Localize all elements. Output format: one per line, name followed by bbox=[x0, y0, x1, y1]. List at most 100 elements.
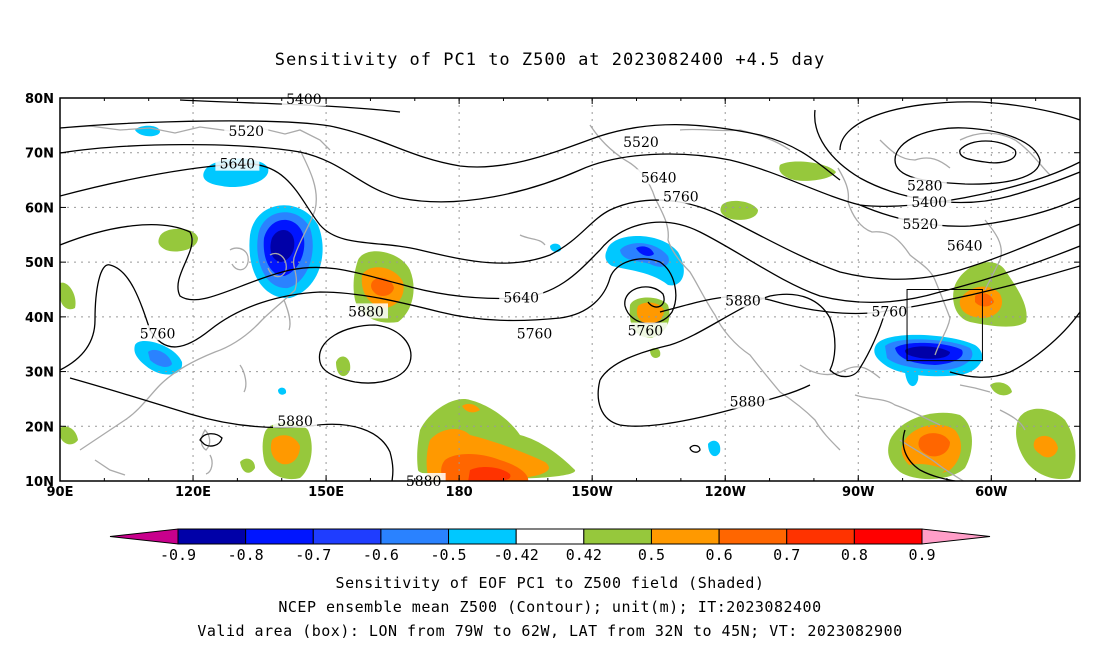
contour-line bbox=[60, 221, 1080, 304]
colorbar-swatch bbox=[650, 528, 720, 545]
contour-label-bg bbox=[273, 412, 318, 428]
contour-label: 5280 bbox=[902, 177, 947, 195]
contour-label: 5760 bbox=[135, 325, 180, 342]
contour-label-text: 5400 bbox=[911, 195, 947, 211]
lon-tick-label: 150W bbox=[571, 485, 612, 500]
contour-line bbox=[689, 444, 701, 453]
contour-line bbox=[902, 429, 959, 481]
contour-label: 5520 bbox=[898, 215, 943, 233]
shade-blob bbox=[462, 403, 480, 413]
contour-line bbox=[859, 197, 1080, 227]
coastline bbox=[984, 219, 1002, 291]
contour-label: 5880 bbox=[720, 292, 765, 309]
contour-label-text: 5880 bbox=[725, 293, 761, 309]
contour-label: 5520 bbox=[224, 122, 269, 140]
contour-label: 5640 bbox=[215, 155, 260, 173]
colorbar-over-triangle bbox=[921, 528, 991, 545]
contour-label-bg bbox=[618, 133, 663, 149]
shade-blob bbox=[918, 433, 950, 457]
lat-axis: 80N 70N 60N 50N 40N 30N 20N 10N bbox=[25, 92, 54, 490]
lon-axis: 90E 120E 150E 180 150W 120W 90W 60W bbox=[47, 485, 1008, 500]
shade-blob bbox=[135, 125, 160, 137]
shade-blob bbox=[650, 348, 661, 358]
shading-layer bbox=[60, 125, 1076, 481]
shade-blob bbox=[60, 282, 76, 310]
contour-label: 5880 bbox=[273, 412, 318, 430]
contour-label-text: 5760 bbox=[871, 304, 907, 320]
contour-label: 5760 bbox=[658, 188, 703, 205]
lat-tick-label: 20N bbox=[25, 420, 54, 435]
positive-shading bbox=[60, 161, 1076, 481]
contour-label: 5880 bbox=[344, 303, 388, 320]
contour-label-text: 5760 bbox=[628, 324, 664, 340]
coastline bbox=[799, 364, 881, 379]
contour-label-text: 5520 bbox=[903, 217, 939, 233]
contour-label-text: 5520 bbox=[228, 124, 264, 140]
coastline bbox=[999, 409, 1026, 431]
contour-line bbox=[597, 379, 811, 427]
contour-label-bg bbox=[720, 292, 765, 308]
contour-label-text: 5640 bbox=[220, 157, 256, 173]
colorbar-label: 0.9 bbox=[908, 546, 935, 564]
colorbar-swatch bbox=[853, 528, 923, 545]
contour-label-text: 5880 bbox=[348, 304, 384, 320]
contour-label: 5400 bbox=[281, 91, 326, 108]
contour-label-text: 5640 bbox=[641, 170, 677, 186]
colorbar-swatch bbox=[245, 528, 314, 545]
colorbar-label: 0.6 bbox=[706, 546, 733, 564]
contour-line bbox=[60, 143, 1080, 207]
shade-blob bbox=[900, 464, 945, 477]
contour-label-bg bbox=[725, 393, 770, 409]
coastline bbox=[959, 132, 1051, 176]
lat-tick-label: 70N bbox=[25, 147, 54, 162]
map-title: Sensitivity of PC1 to Z500 at 2023082400… bbox=[274, 50, 826, 70]
colorbar-label: -0.6 bbox=[363, 546, 399, 564]
lon-tick-label: 60W bbox=[975, 485, 1007, 500]
colorbar-label: -0.5 bbox=[430, 546, 466, 564]
caption-line-3: Valid area (box): LON from 79W to 62W, L… bbox=[197, 622, 903, 640]
shade-blob bbox=[148, 349, 172, 367]
shade-blob bbox=[720, 200, 758, 220]
colorbar-swatch bbox=[786, 528, 855, 545]
coastline bbox=[283, 299, 291, 331]
contour-label: 5640 bbox=[636, 169, 681, 186]
shade-blob bbox=[1033, 435, 1058, 458]
shade-blob bbox=[708, 440, 721, 457]
lon-tick-label: 180 bbox=[446, 485, 473, 500]
contour-line bbox=[199, 433, 223, 447]
contour-label-bg bbox=[867, 303, 912, 319]
coastline bbox=[94, 459, 126, 476]
contour-label-bg bbox=[224, 122, 269, 138]
lat-tick-label: 60N bbox=[25, 201, 54, 216]
shade-blob bbox=[336, 356, 351, 377]
colorbar-swatch bbox=[312, 528, 382, 545]
shade-blob bbox=[990, 382, 1012, 396]
colorbar bbox=[109, 528, 991, 545]
coastline bbox=[879, 139, 951, 169]
shade-blob bbox=[60, 426, 78, 445]
contour-label-bg bbox=[898, 215, 943, 231]
shade-blob bbox=[905, 368, 919, 387]
colorbar-label: -0.8 bbox=[228, 546, 264, 564]
contour-labels: 5400552056405520564057605280540055205640… bbox=[135, 91, 987, 490]
contour-label-bg bbox=[902, 177, 947, 193]
coastline bbox=[519, 234, 546, 246]
contour-line bbox=[949, 311, 1080, 378]
contour-label-text: 5520 bbox=[623, 135, 659, 151]
contour-line bbox=[318, 324, 412, 384]
lon-tick-label: 120W bbox=[704, 485, 745, 500]
coastline bbox=[229, 247, 249, 271]
colorbar-swatch bbox=[448, 528, 517, 545]
contour-label-text: 5280 bbox=[907, 179, 943, 195]
shade-blob bbox=[240, 458, 255, 473]
shade-blob bbox=[278, 387, 287, 395]
contour-label-text: 5880 bbox=[730, 395, 766, 411]
caption-line-2: NCEP ensemble mean Z500 (Contour); unit(… bbox=[278, 598, 822, 616]
negative-shading bbox=[134, 125, 983, 457]
colorbar-label: -0.42 bbox=[494, 546, 539, 564]
contour-label: 5760 bbox=[867, 303, 912, 320]
caption-line-1: Sensitivity of EOF PC1 to Z500 field (Sh… bbox=[335, 574, 765, 592]
coastline bbox=[239, 364, 247, 393]
shade-blob bbox=[975, 293, 994, 307]
contour-label-bg bbox=[499, 289, 544, 305]
